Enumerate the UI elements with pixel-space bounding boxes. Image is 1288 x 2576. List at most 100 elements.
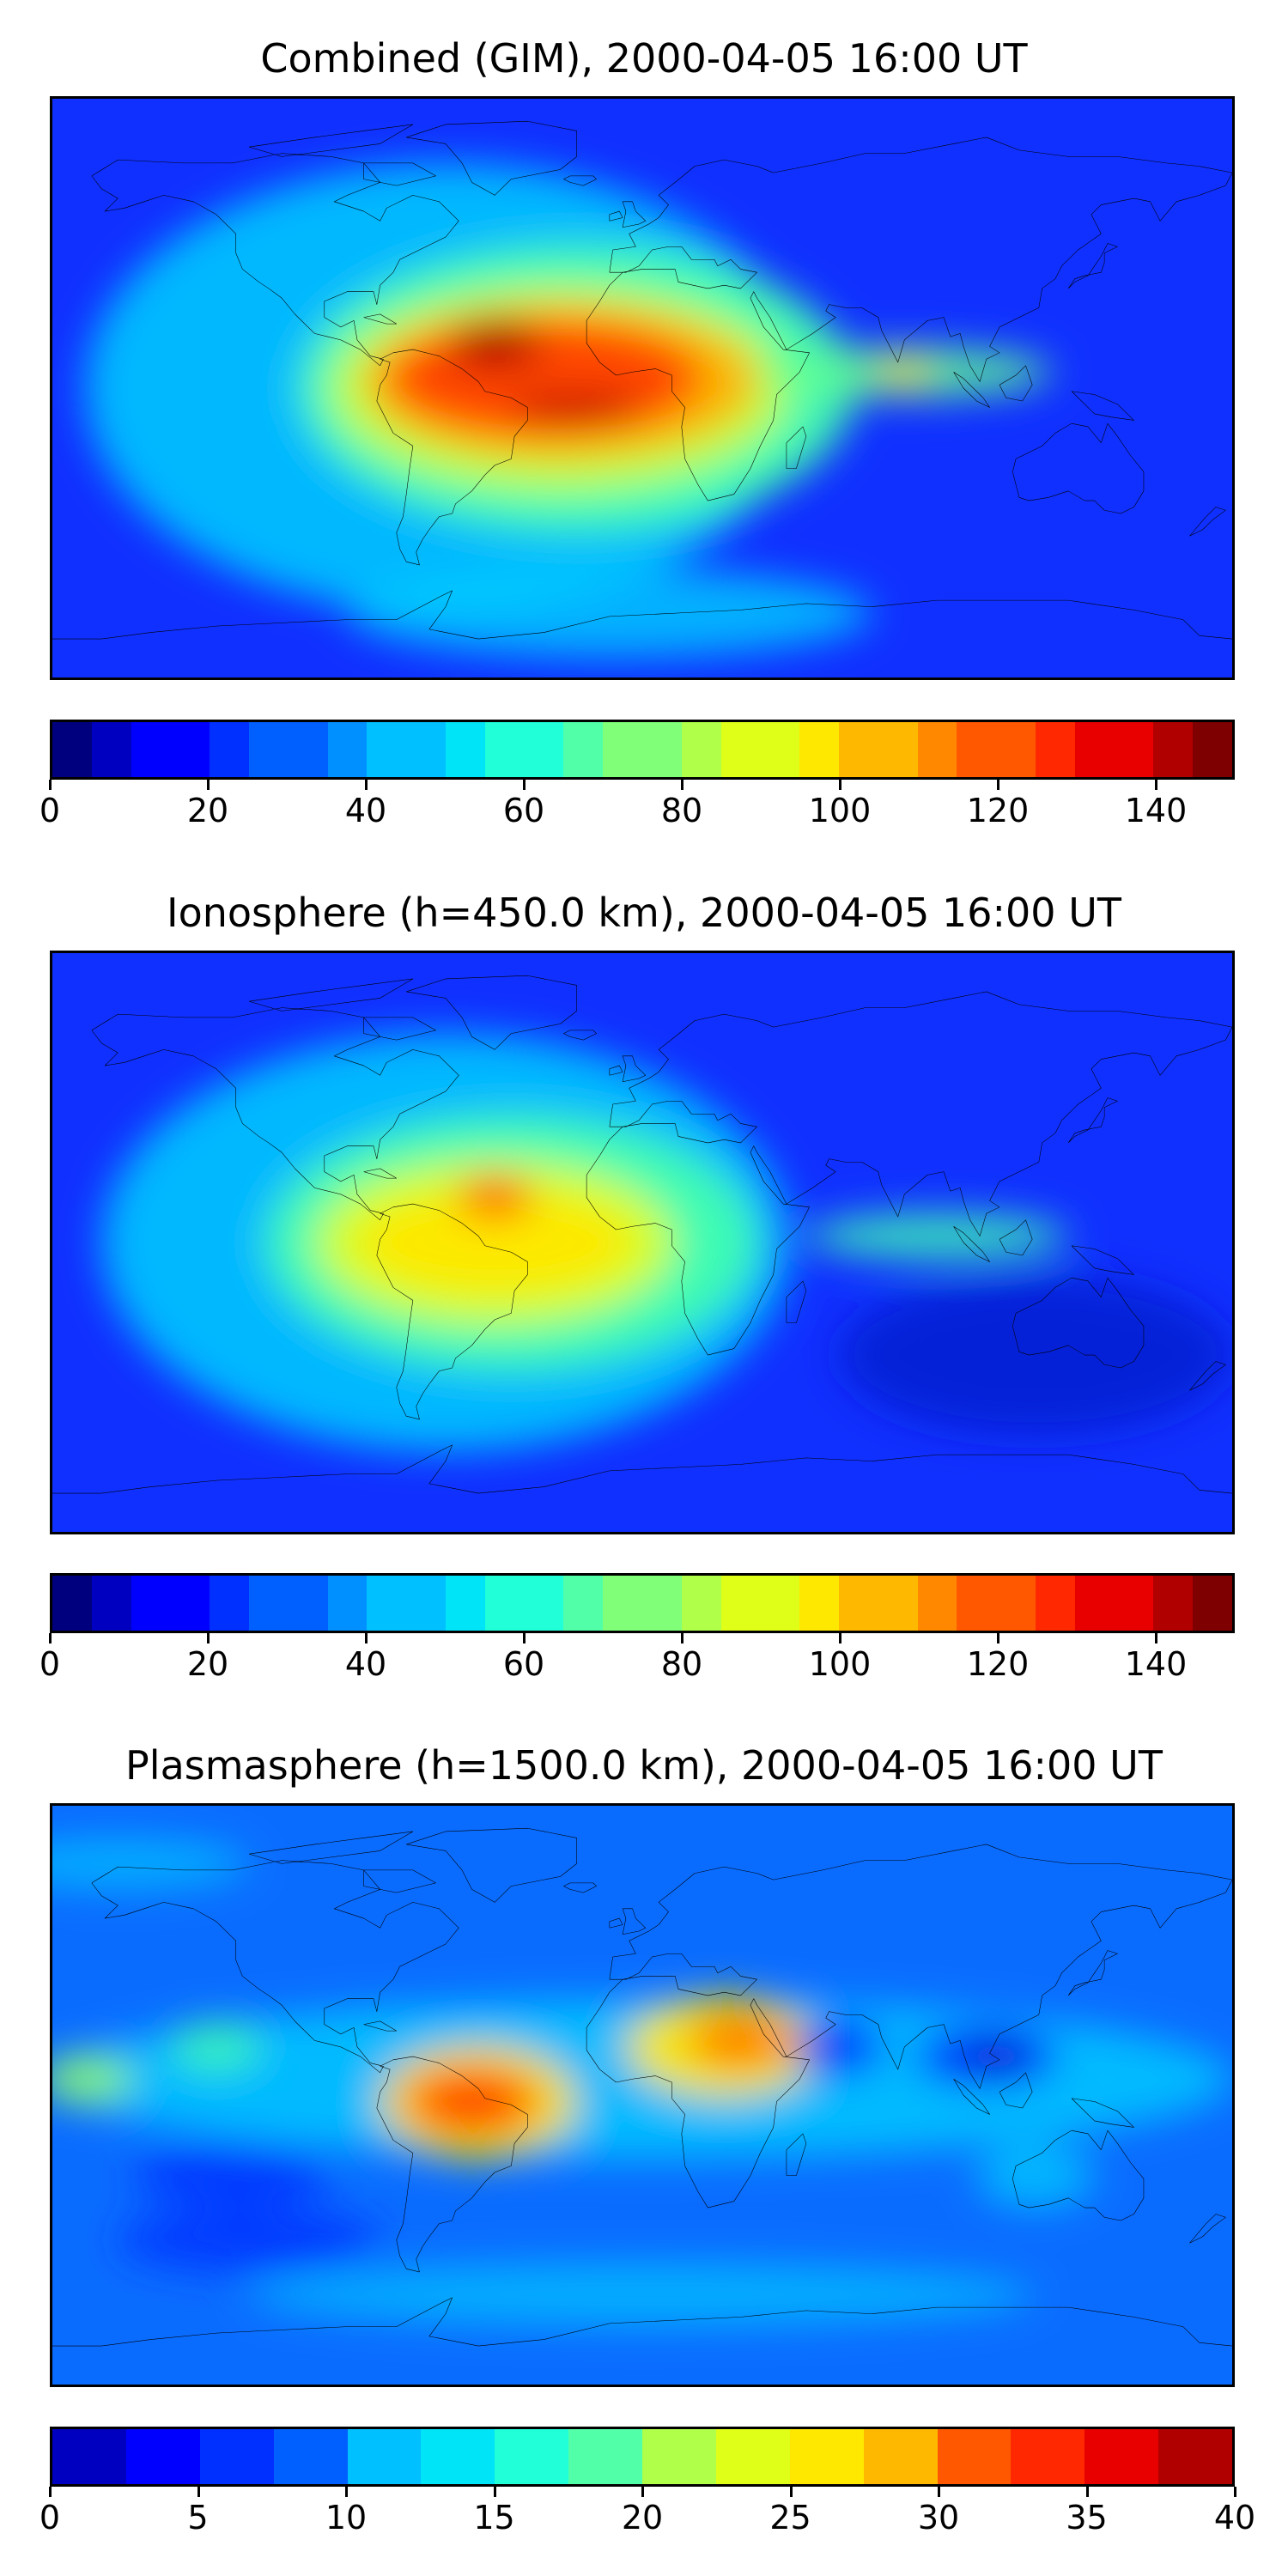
colorbar-segment [1035, 722, 1075, 777]
colorbar-segment [563, 1576, 604, 1631]
tick-mark [197, 2487, 200, 2497]
colorbar-segment [1193, 722, 1232, 777]
tick-mark [493, 2487, 496, 2497]
tick-mark [641, 2487, 644, 2497]
tick-mark [207, 780, 210, 790]
field-blob [52, 1838, 249, 1890]
colorbar-segment [421, 2429, 495, 2484]
field-blob [963, 2040, 1030, 2073]
colorbar-segment [445, 1576, 485, 1631]
tick-mark [1234, 2487, 1236, 2497]
colorbar-combined [50, 720, 1235, 780]
tick-label: 80 [660, 792, 703, 829]
colorbar-segment [957, 722, 997, 777]
map-svg-plasmasphere [52, 1806, 1232, 2385]
coastlines [52, 121, 1232, 639]
colorbar-segment [52, 2429, 126, 2484]
map-svg-ionosphere [52, 953, 1232, 1532]
tick-mark [997, 780, 999, 790]
tick-label: 40 [344, 792, 387, 829]
tick-label: 60 [502, 792, 545, 829]
colorbar-ionosphere [50, 1573, 1235, 1633]
tick-label: 120 [966, 792, 1030, 829]
tick-label: 20 [186, 792, 229, 829]
colorbar-segment [327, 722, 368, 777]
colorbar-segment [131, 722, 171, 777]
colorbar-segment [1084, 2429, 1159, 2484]
colorbar-segment [603, 722, 642, 777]
tick-mark [1155, 780, 1157, 790]
colorbar-segment [288, 722, 328, 777]
colorbar-segment [799, 722, 839, 777]
tick-label: 20 [621, 2499, 664, 2537]
colorbar-segment [131, 1576, 171, 1631]
colorbar-segment [641, 722, 682, 777]
tick-label: 15 [473, 2499, 515, 2537]
colorbar-segment [1074, 1576, 1115, 1631]
tick-mark [681, 780, 683, 790]
colorbar-segment [1153, 722, 1194, 777]
colorbar-segment [495, 2429, 569, 2484]
tick-mark [365, 780, 368, 790]
colorbar-segment [524, 1576, 564, 1631]
tick-mark [1085, 2487, 1089, 2497]
colorbar-segment [288, 1576, 328, 1631]
map-plasmasphere [50, 1803, 1235, 2387]
colorbar-segment [917, 1576, 957, 1631]
field-blob [170, 2020, 263, 2073]
colorbar-segment [760, 722, 800, 777]
field-blob [134, 2143, 331, 2208]
field-blob [793, 2018, 885, 2076]
field-contours [52, 1838, 1232, 2327]
colorbar-segment [1153, 1576, 1194, 1631]
field-blob [356, 1191, 633, 1294]
colorbar-segment [484, 1576, 525, 1631]
tick-mark [1155, 1633, 1157, 1643]
tick-mark [839, 780, 841, 790]
field-blob [475, 1184, 515, 1211]
colorbar-segment [715, 2429, 790, 2484]
colorbar-segment [445, 722, 485, 777]
field-blob [839, 1274, 1232, 1436]
field-blob [448, 317, 541, 369]
colorbar-segment [568, 2429, 642, 2484]
colorbar-segment [937, 2429, 1012, 2484]
colorbar-segment [210, 722, 249, 777]
colorbar-segment [170, 1576, 210, 1631]
colorbar-segment [720, 722, 761, 777]
colorbar-segment [957, 1576, 997, 1631]
colorbar-segment [603, 1576, 642, 1631]
colorbar-segment [863, 2429, 938, 2484]
field-blob [976, 2143, 1095, 2208]
colorbar-segment [720, 1576, 761, 1631]
panel-title-ionosphere: Ionosphere (h=450.0 km), 2000-04-05 16:0… [167, 890, 1121, 936]
tick-label: 5 [187, 2499, 209, 2537]
colorbar-segment [996, 1576, 1036, 1631]
field-blob [249, 2262, 1036, 2327]
tick-label: 120 [966, 1645, 1030, 1683]
map-ionosphere [50, 951, 1235, 1534]
tick-label: 35 [1066, 2499, 1108, 2537]
colorbar-segment [406, 1576, 446, 1631]
colorbar-segment [917, 722, 957, 777]
field-blob [347, 568, 872, 659]
tick-mark [523, 780, 526, 790]
tick-mark [839, 1633, 841, 1643]
field-blob [878, 359, 931, 386]
colorbar-segment [52, 1576, 92, 1631]
colorbar-segment [681, 722, 721, 777]
colorbar-segment [681, 1576, 721, 1631]
colorbar-segment [799, 1576, 839, 1631]
tick-label: 80 [660, 1645, 703, 1683]
colorbar-segment [878, 1576, 918, 1631]
map-combined [50, 96, 1235, 680]
colorbar-segment [91, 1576, 131, 1631]
tick-label: 10 [325, 2499, 368, 2537]
colorbar-segment [1158, 2429, 1232, 2484]
tick-label: 0 [39, 2499, 61, 2537]
field-contours [101, 1033, 1232, 1452]
tick-label: 0 [39, 1645, 61, 1683]
tick-mark [49, 2487, 52, 2497]
tick-label: 25 [769, 2499, 811, 2537]
panel-title-combined: Combined (GIM), 2000-04-05 16:00 UT [260, 35, 1028, 82]
